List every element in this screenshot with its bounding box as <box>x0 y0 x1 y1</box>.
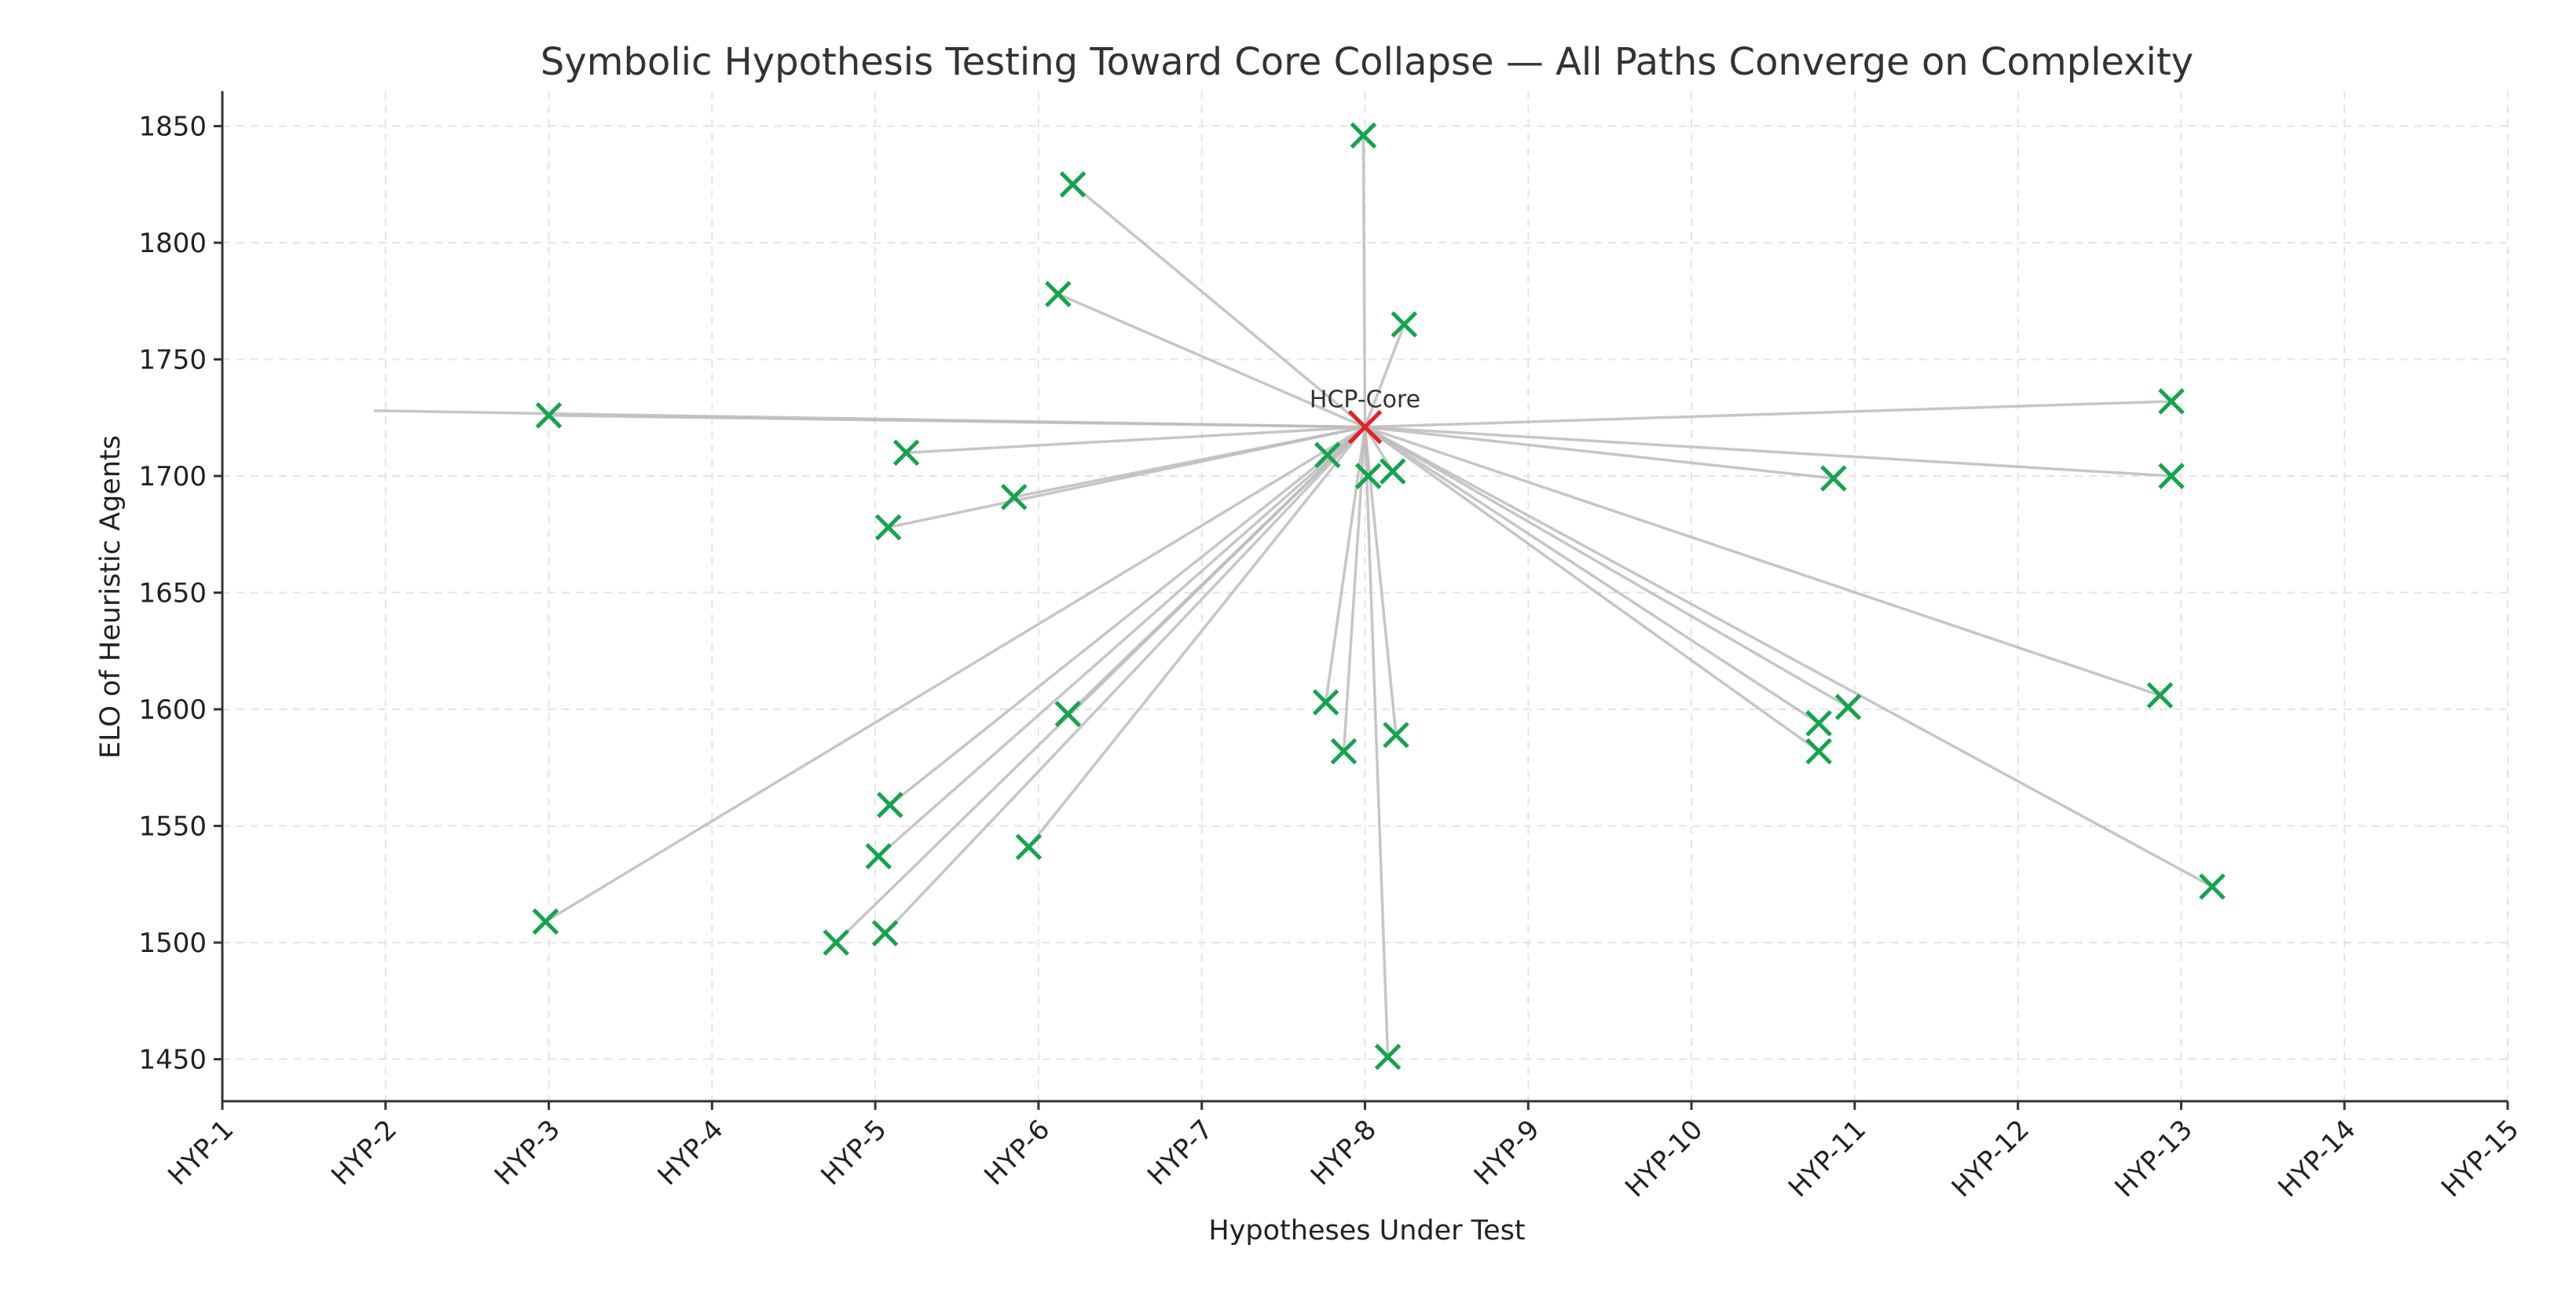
data-point <box>1380 458 1406 485</box>
connection-line <box>1072 183 1366 429</box>
y-axis-label: ELO of Heuristic Agents <box>95 435 126 759</box>
data-point <box>1834 694 1862 720</box>
y-tick-label: 1700 <box>138 461 207 492</box>
data-point <box>865 843 892 870</box>
data-point <box>1805 710 1832 737</box>
core-node: HCP-Core <box>1310 386 1420 445</box>
y-tick-label: 1850 <box>138 112 207 143</box>
data-point <box>1350 122 1377 149</box>
y-tick-label: 1550 <box>138 811 207 843</box>
chart-title: Symbolic Hypothesis Testing Toward Core … <box>540 40 2193 84</box>
connection-line <box>884 426 1366 935</box>
connection-line <box>1028 426 1366 848</box>
data-point <box>1383 721 1409 749</box>
data-point <box>892 439 920 467</box>
data-point <box>1312 689 1339 716</box>
data-point <box>1059 171 1086 198</box>
data-point <box>1820 465 1847 492</box>
data-point <box>1015 833 1042 861</box>
connection-line <box>878 426 1366 858</box>
data-point <box>1054 701 1082 727</box>
data-point <box>2158 388 2185 415</box>
connection-line <box>374 409 1365 429</box>
x-axis-label: Hypotheses Under Test <box>1208 1215 1525 1247</box>
connection-line <box>1324 427 1367 703</box>
connection-line <box>1364 426 1849 708</box>
data-point <box>1354 463 1382 489</box>
data-point <box>2199 873 2226 900</box>
connection-line <box>1365 400 2172 429</box>
data-point <box>874 514 902 541</box>
connection-line <box>1364 426 1820 752</box>
data-point <box>1391 311 1418 338</box>
data-point <box>532 908 559 935</box>
y-tick-label: 1600 <box>138 694 207 726</box>
data-point <box>877 792 903 818</box>
connection-line <box>1364 426 2160 697</box>
data-point <box>535 402 562 429</box>
connection-line <box>1364 426 1820 725</box>
data-points <box>532 122 2226 1071</box>
connection-line <box>1365 425 2172 478</box>
data-point <box>1330 738 1358 765</box>
core-marker <box>1347 409 1383 445</box>
data-point <box>2158 463 2185 489</box>
y-tick-label: 1650 <box>138 578 207 610</box>
data-point <box>1000 484 1028 511</box>
connection-line <box>1365 425 1834 480</box>
y-tick-label: 1800 <box>138 228 207 259</box>
y-tick-label: 1500 <box>138 928 207 959</box>
connection-line <box>1364 426 2213 888</box>
connection-line <box>544 426 1366 923</box>
connection-line <box>1361 135 1367 427</box>
data-point <box>2146 682 2174 708</box>
connection-line <box>1067 426 1366 716</box>
connection-line <box>1363 324 1406 428</box>
connection-line <box>906 425 1365 455</box>
y-tick-label: 1450 <box>138 1045 207 1076</box>
connection-line <box>1013 425 1365 499</box>
grid-layer <box>222 91 2508 1101</box>
data-point <box>823 929 850 956</box>
data-point <box>1805 738 1832 765</box>
connection-line <box>1363 427 1390 1057</box>
data-point <box>1314 441 1341 469</box>
data-point <box>871 920 899 946</box>
connection-line <box>1057 292 1366 429</box>
data-point <box>1374 1043 1402 1071</box>
y-tick-label: 1750 <box>138 345 207 376</box>
core-label: HCP-Core <box>1310 386 1420 414</box>
data-point <box>1045 280 1072 308</box>
connection-line <box>889 426 1366 807</box>
